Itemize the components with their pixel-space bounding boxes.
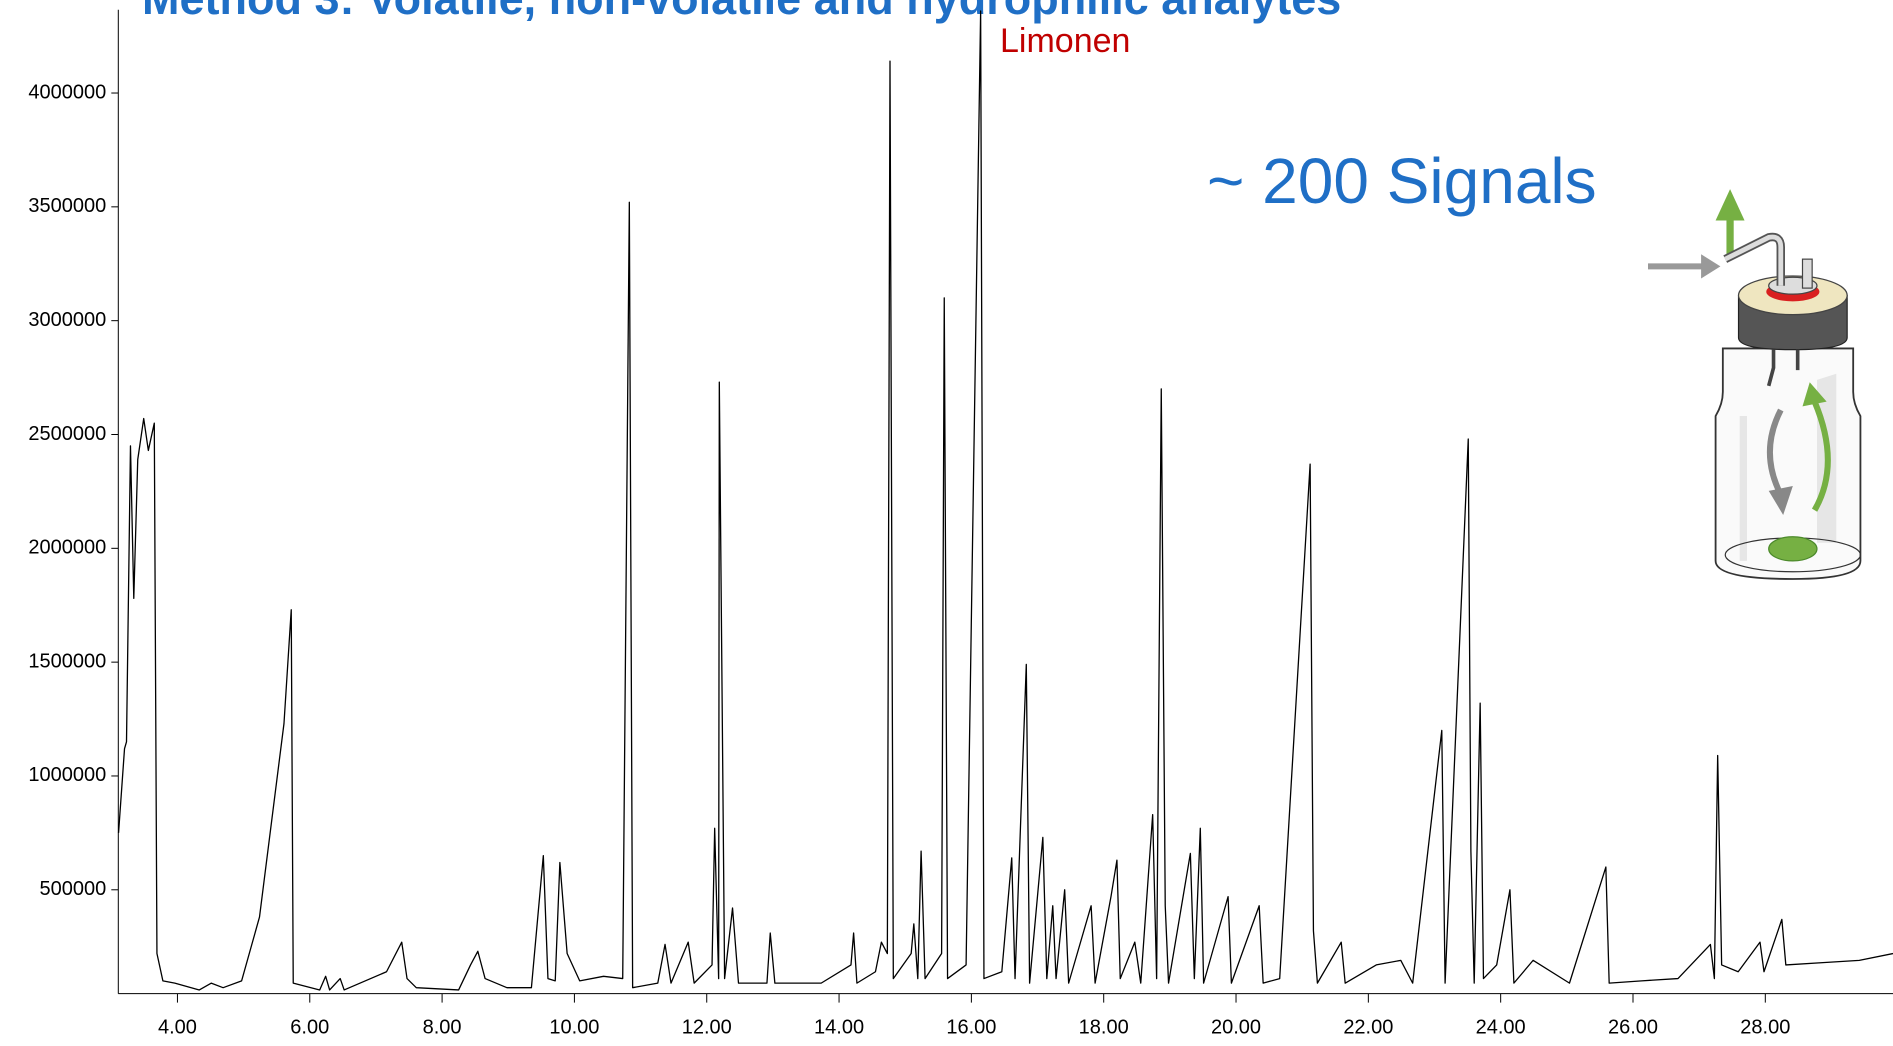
- x-tick-label: 14.00: [814, 1017, 864, 1039]
- vial-icon: [1648, 189, 1862, 580]
- annotation: Limonen: [1000, 22, 1130, 60]
- x-tick-label: 4.00: [158, 1017, 197, 1039]
- chromatogram-trace: [117, 10, 1893, 991]
- y-tick-label: 1500000: [28, 650, 106, 672]
- x-tick-label: 22.00: [1343, 1017, 1393, 1039]
- y-tick-label: 500000: [40, 878, 107, 900]
- x-tick-label: 8.00: [423, 1017, 462, 1039]
- y-tick-label: 4000000: [28, 81, 106, 103]
- x-tick-label: 24.00: [1476, 1017, 1526, 1039]
- x-tick-label: 18.00: [1079, 1017, 1129, 1039]
- x-tick-label: 6.00: [290, 1017, 329, 1039]
- y-tick-label: 2500000: [28, 423, 106, 445]
- annotation: ~ 200 Signals: [1207, 145, 1597, 217]
- y-tick-label: 2000000: [28, 537, 106, 559]
- x-tick-label: 26.00: [1608, 1017, 1658, 1039]
- x-tick-label: 20.00: [1211, 1017, 1261, 1039]
- y-tick-label: 3000000: [28, 309, 106, 331]
- x-tick-label: 12.00: [682, 1017, 732, 1039]
- chart-title: Method 3: Volatile, non-volatile and hyd…: [142, 0, 1341, 24]
- y-tick-label: 3500000: [28, 195, 106, 217]
- y-tick-label: 1000000: [28, 764, 106, 786]
- x-tick-label: 16.00: [946, 1017, 996, 1039]
- x-tick-label: 10.00: [549, 1017, 599, 1039]
- x-tick-label: 28.00: [1740, 1017, 1790, 1039]
